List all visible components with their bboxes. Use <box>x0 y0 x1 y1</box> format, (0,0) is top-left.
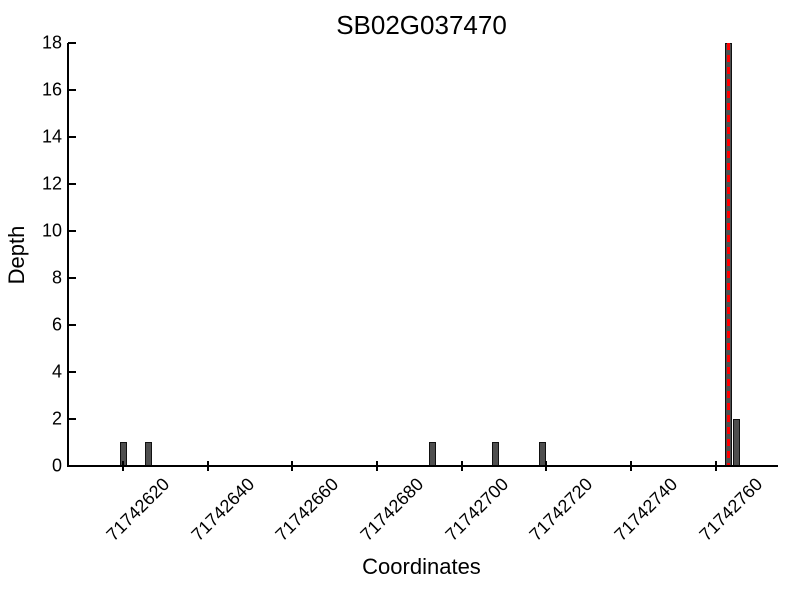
y-tick-label: 14 <box>41 126 62 147</box>
bar <box>733 419 740 466</box>
y-tick-label: 10 <box>41 220 62 241</box>
y-tick-label: 16 <box>41 79 62 100</box>
y-tick-label: 2 <box>51 408 62 429</box>
y-tick <box>68 371 76 373</box>
y-tick <box>68 418 76 420</box>
x-tick-label: 71742700 <box>441 474 513 545</box>
y-tick-label: 4 <box>51 361 62 382</box>
y-tick-label: 8 <box>51 267 62 288</box>
y-tick-label: 18 <box>41 32 62 53</box>
y-tick-label: 12 <box>41 173 62 194</box>
y-tick <box>68 324 76 326</box>
y-tick <box>68 277 76 279</box>
x-tick-label: 71742660 <box>271 474 343 545</box>
y-tick <box>68 136 76 138</box>
bar <box>492 442 499 466</box>
bar <box>145 442 152 466</box>
bar <box>429 442 436 466</box>
x-tick-label: 71742680 <box>356 474 428 545</box>
y-axis-label-text: Depth <box>4 225 29 285</box>
y-axis-spine <box>67 43 69 467</box>
y-tick <box>68 42 76 44</box>
x-axis-spine <box>68 465 778 467</box>
chart-title: SB02G037470 <box>336 10 507 40</box>
x-tick-label: 71742760 <box>695 474 767 545</box>
y-tick-label: 6 <box>51 314 62 335</box>
x-tick-label: 71742720 <box>525 474 597 545</box>
y-tick <box>68 230 76 232</box>
x-axis-label: Coordinates <box>362 554 481 579</box>
x-tick-label: 71742620 <box>102 474 174 545</box>
x-tick-label: 71742640 <box>187 474 259 545</box>
y-tick <box>68 183 76 185</box>
x-tick-label: 71742740 <box>610 474 682 545</box>
plot-area <box>68 43 775 466</box>
y-tick-label: 0 <box>51 455 62 476</box>
highlight-vline <box>727 43 730 466</box>
y-tick <box>68 89 76 91</box>
